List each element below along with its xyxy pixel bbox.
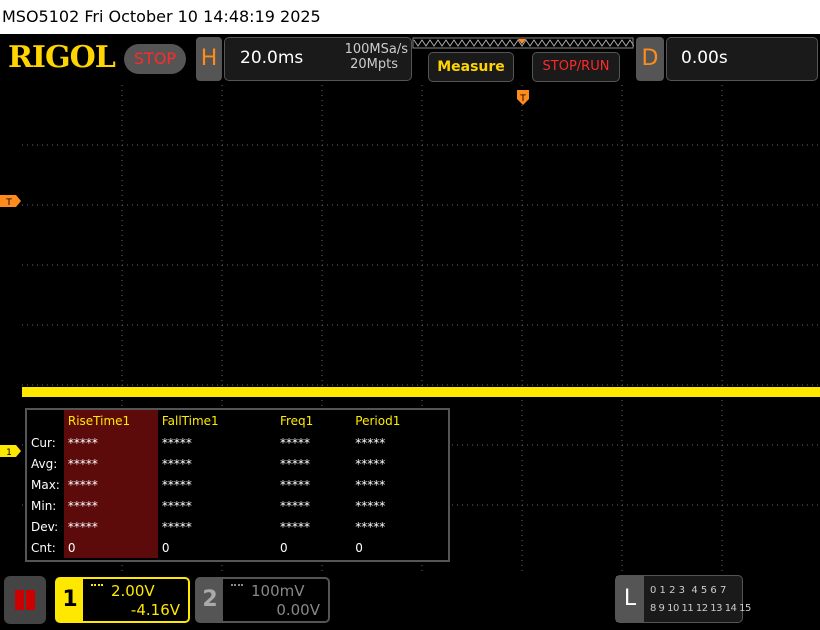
trigger-position-label: T (519, 94, 526, 104)
measure-value: ***** (279, 477, 310, 492)
channel-offset: -4.16V (130, 601, 180, 619)
measure-value: ***** (161, 519, 192, 534)
d-label[interactable]: D (636, 37, 664, 81)
channel-offset: 0.00V (276, 601, 320, 619)
channel-box[interactable]: 2 100mV 0.00V (195, 577, 330, 623)
memory-bar-frame (412, 37, 634, 49)
measure-value: 0 (63, 537, 158, 558)
row-label: Cnt: (31, 540, 56, 555)
trigger-position-marker[interactable] (517, 90, 529, 105)
channel-box[interactable]: 1 2.00V -4.16V (55, 577, 190, 623)
measure-value: ***** (355, 498, 386, 513)
measure-value: ***** (63, 432, 158, 453)
measure-value: ***** (279, 519, 310, 534)
measure-row: Min: ***** ***** ***** ***** (27, 495, 448, 516)
measure-value: ***** (161, 477, 192, 492)
coupling-icon (231, 584, 243, 590)
timebase: 20.0ms (240, 48, 304, 68)
measure-value: 0 (161, 540, 170, 555)
trigger-level-marker[interactable] (0, 195, 21, 207)
measure-value: ***** (355, 519, 386, 534)
memory-bar (412, 37, 634, 49)
measure-value: ***** (279, 456, 310, 471)
channel-scale: 100mV (251, 582, 305, 600)
measure-button[interactable]: Measure (428, 52, 514, 82)
measure-value: ***** (161, 456, 192, 471)
logic-row: 8 9 10 11 12 13 14 15 (650, 603, 751, 614)
measure-value: ***** (279, 435, 310, 450)
measure-table: RiseTime1 FallTime1 Freq1 Period1 Cur: **… (25, 408, 450, 562)
logic-label: L (616, 576, 644, 622)
measure-value: ***** (63, 453, 158, 474)
column-header: FallTime1 (161, 414, 219, 428)
measure-value: ***** (63, 495, 158, 516)
row-label: Min: (31, 498, 57, 513)
column-header: Period1 (355, 414, 401, 428)
memory-wave (413, 39, 634, 47)
row-label: Avg: (31, 456, 58, 471)
logo: RIGOL (8, 40, 116, 75)
menu-icon (15, 590, 35, 610)
ch1-offset-marker[interactable] (0, 445, 21, 457)
measure-value: ***** (355, 435, 386, 450)
column-header: Freq1 (279, 414, 314, 428)
measure-row: Max: ***** ***** ***** ***** (27, 474, 448, 495)
trigger-level-label: T (5, 198, 12, 208)
logic-row: 0 1 2 3 4 5 6 7 (650, 585, 727, 596)
measure-value: ***** (279, 498, 310, 513)
row-label: Dev: (31, 519, 59, 534)
stop-status[interactable]: STOP (124, 44, 186, 74)
measure-row: Dev: ***** ***** ***** ***** (27, 516, 448, 537)
measure-row: Cnt: 0 0 0 0 (27, 537, 448, 558)
delay-box[interactable] (666, 37, 818, 81)
measure-grid: RiseTime1 FallTime1 Freq1 Period1 Cur: **… (27, 410, 448, 558)
measure-value: ***** (63, 474, 158, 495)
corner-cell (27, 410, 64, 432)
measure-row: Avg: ***** ***** ***** ***** (27, 453, 448, 474)
menu-button[interactable] (4, 576, 46, 624)
measure-value: 0 (279, 540, 288, 555)
memory-depth: 20Mpts (350, 57, 398, 72)
channel-number: 2 (197, 579, 223, 621)
channel-number: 1 (57, 579, 83, 621)
measure-value: ***** (161, 498, 192, 513)
measure-row: Cur: ***** ***** ***** ***** (27, 432, 448, 453)
delay: 0.00s (681, 48, 728, 68)
measure-header: RiseTime1 FallTime1 Freq1 Period1 (27, 410, 448, 432)
measure-value: ***** (355, 456, 386, 471)
channel-scale: 2.00V (111, 582, 155, 600)
row-label: Cur: (31, 435, 56, 450)
coupling-icon (91, 584, 103, 590)
measure-value: ***** (161, 435, 192, 450)
measure-value: ***** (63, 516, 158, 537)
stop-run-button[interactable]: STOP/RUN (532, 52, 620, 82)
measure-value: ***** (355, 477, 386, 492)
memory-pointer (518, 39, 526, 44)
sample-rate: 100MSa/s (344, 42, 408, 57)
ch1-offset-label: 1 (6, 448, 12, 458)
column-header: RiseTime1 (63, 410, 158, 432)
row-label: Max: (31, 477, 60, 492)
title-bar: MSO5102 Fri October 10 14:48:19 2025 (0, 0, 820, 34)
ch1-trace (22, 387, 820, 397)
timebase-box[interactable] (224, 37, 412, 81)
logic-panel[interactable]: L 0 1 2 3 4 5 6 7 8 9 10 11 12 13 14 15 (615, 575, 751, 623)
measure-value: 0 (355, 540, 363, 555)
h-label[interactable]: H (196, 37, 222, 81)
